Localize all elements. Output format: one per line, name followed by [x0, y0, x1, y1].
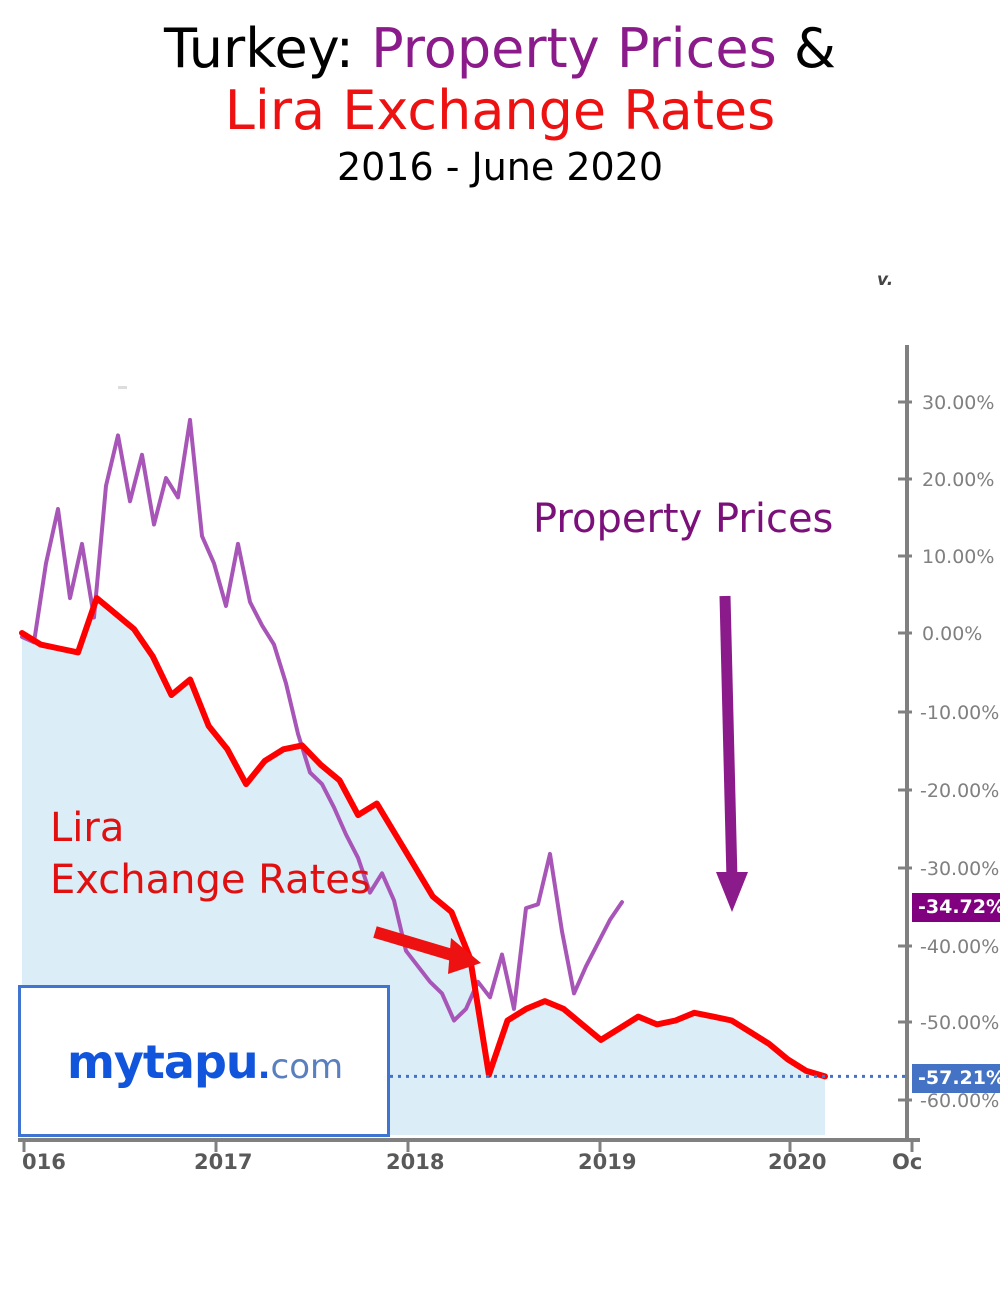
x-tick-label-2019: 2019 — [578, 1150, 637, 1174]
annotation-property-prices: Property Prices — [533, 496, 834, 542]
logo-brand-name: mytapu — [67, 1035, 259, 1089]
annotation-lira-line2: Exchange Rates — [50, 857, 371, 903]
mytapu-logo-text: mytapu.com — [67, 1035, 343, 1089]
x-tick-label-2017: 2017 — [194, 1150, 253, 1174]
x-tick-label-2020: 2020 — [768, 1150, 827, 1174]
stray-pixel-artifact — [118, 386, 127, 389]
title-date-range: 2016 - June 2020 — [336, 145, 664, 189]
x-tick-label-2016: 016 — [22, 1150, 66, 1174]
logo-dot: . — [257, 1047, 271, 1087]
title-property-prices: Property Prices — [371, 17, 777, 80]
y-tick-label-30: 30.00% — [922, 392, 995, 414]
title-ampersand: & — [776, 17, 836, 80]
property-prices-arrow — [716, 595, 748, 912]
y-tick-label-20: 20.00% — [922, 469, 995, 491]
y-tick-label-neg10: -10.00% — [920, 702, 1000, 724]
title-country: Turkey: — [164, 17, 372, 80]
property-prices-line — [20, 417, 624, 1023]
y-tick-label-neg30: -30.00% — [920, 858, 1000, 880]
x-tick-label-2018: 2018 — [386, 1150, 445, 1174]
y-tick-label-neg50: -50.00% — [920, 1012, 1000, 1034]
mytapu-logo-box: mytapu.com — [18, 985, 390, 1137]
title-lira-exchange-rates: Lira Exchange Rates — [224, 79, 776, 142]
y-tick-label-10: 10.00% — [922, 546, 995, 568]
annotation-lira: Lira Exchange Rates — [50, 802, 371, 906]
y-tick-label-neg20: -20.00% — [920, 780, 1000, 802]
y-tick-label-neg40: -40.00% — [920, 936, 1000, 958]
y-tick-label-neg60: -60.00% — [920, 1090, 1000, 1112]
y-axis-ticks — [898, 400, 912, 1102]
annotation-lira-line1: Lira — [50, 805, 125, 851]
cropped-text-fragment: v. — [877, 270, 894, 290]
title-line-2: Lira Exchange Rates — [0, 80, 1000, 142]
x-tick-label-oct: Oc — [892, 1150, 923, 1174]
title-line-1: Turkey: Property Prices & — [0, 18, 1000, 80]
chart-title-block: Turkey: Property Prices & Lira Exchange … — [0, 18, 1000, 192]
lira-exchange-rate-line — [19, 595, 828, 1080]
logo-tld: com — [270, 1047, 344, 1087]
x-axis-ticks — [22, 1140, 914, 1152]
y-tick-label-0: 0.00% — [922, 623, 983, 645]
lira-value-badge: -57.21% — [912, 1064, 1000, 1093]
lira-arrow — [373, 926, 481, 974]
property-prices-value-badge: -34.72% — [912, 893, 1000, 922]
